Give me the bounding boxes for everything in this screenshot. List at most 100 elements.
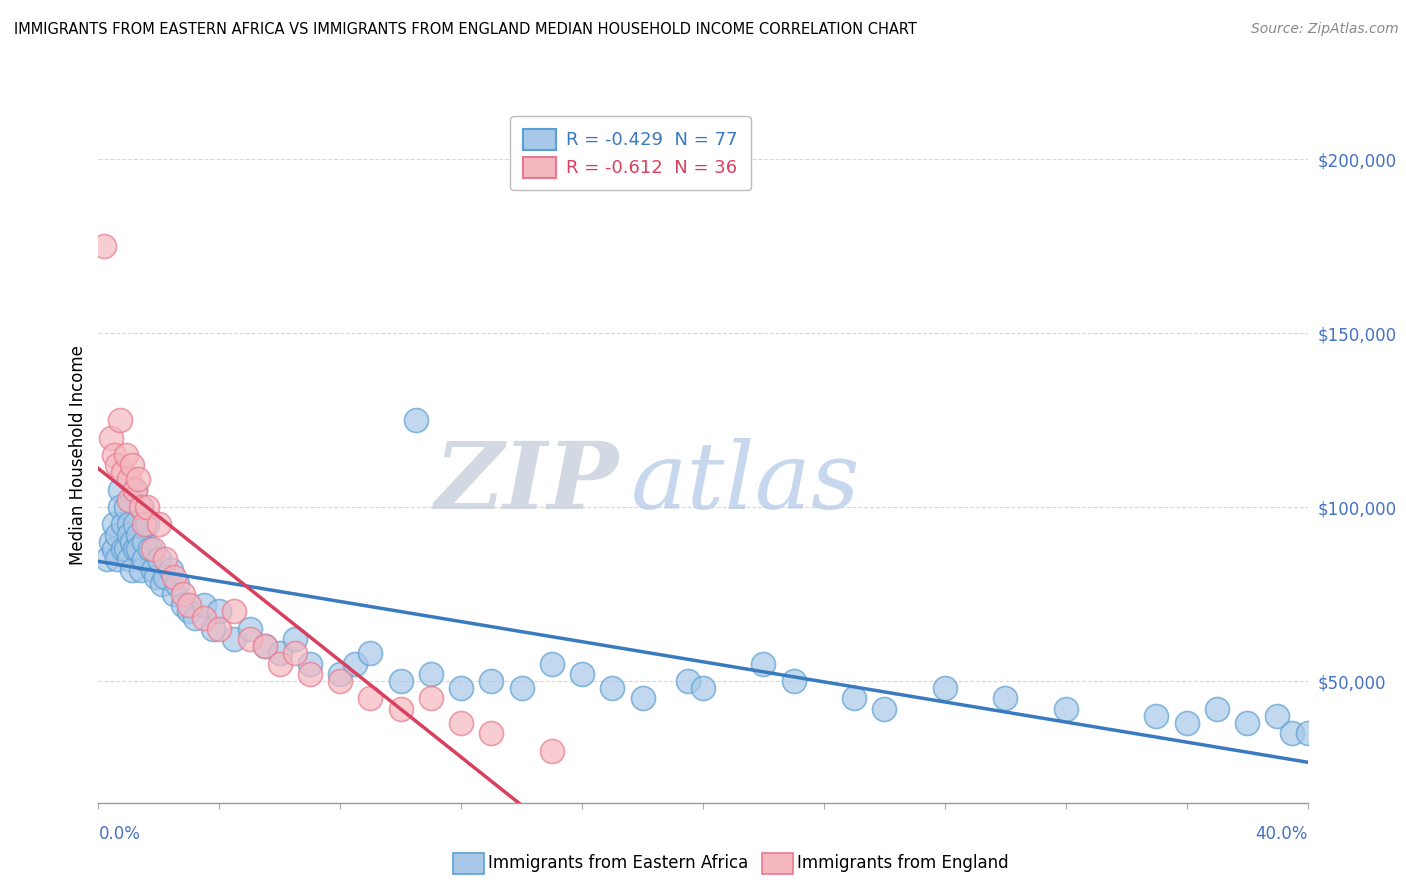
Point xyxy=(127,528,149,542)
Point xyxy=(844,691,866,706)
Point xyxy=(114,500,136,514)
Point xyxy=(139,541,162,556)
Point xyxy=(329,667,352,681)
Point xyxy=(114,541,136,556)
Point xyxy=(224,632,246,647)
Point xyxy=(127,472,149,486)
Point xyxy=(127,541,149,556)
Point xyxy=(172,598,194,612)
Point xyxy=(1175,715,1198,730)
Point xyxy=(100,431,122,445)
Point xyxy=(450,681,472,695)
Point xyxy=(1281,726,1303,740)
Point xyxy=(1144,708,1167,723)
Point xyxy=(253,639,276,653)
Point xyxy=(124,541,146,556)
Point xyxy=(160,563,183,577)
Point xyxy=(111,517,134,532)
Point xyxy=(752,657,775,671)
Point xyxy=(676,674,699,689)
Point xyxy=(121,458,143,473)
Point xyxy=(1296,726,1319,740)
Text: atlas: atlas xyxy=(630,438,860,528)
Point xyxy=(111,541,134,556)
Point xyxy=(540,744,562,758)
Point xyxy=(142,541,165,556)
Point xyxy=(208,605,231,619)
Point xyxy=(124,483,146,497)
Point xyxy=(1236,715,1258,730)
Point xyxy=(121,534,143,549)
Point xyxy=(124,517,146,532)
Point xyxy=(148,517,170,532)
Point xyxy=(1054,702,1077,716)
Point xyxy=(389,702,412,716)
Point xyxy=(510,681,533,695)
Point xyxy=(135,517,157,532)
Point xyxy=(934,681,956,695)
Point xyxy=(184,611,207,625)
Point xyxy=(135,500,157,514)
Point xyxy=(103,517,125,532)
Point xyxy=(602,681,624,695)
Point xyxy=(284,646,307,660)
Point xyxy=(284,632,307,647)
Point xyxy=(420,691,443,706)
Point xyxy=(118,528,141,542)
Point xyxy=(208,622,231,636)
Point xyxy=(118,552,141,566)
Point xyxy=(299,657,322,671)
Point xyxy=(142,563,165,577)
Point xyxy=(692,681,714,695)
Point xyxy=(269,657,291,671)
Point xyxy=(118,493,141,508)
Text: 0.0%: 0.0% xyxy=(98,825,141,843)
Point xyxy=(108,500,131,514)
Point xyxy=(193,598,215,612)
Point xyxy=(124,483,146,497)
Point xyxy=(132,552,155,566)
Text: IMMIGRANTS FROM EASTERN AFRICA VS IMMIGRANTS FROM ENGLAND MEDIAN HOUSEHOLD INCOM: IMMIGRANTS FROM EASTERN AFRICA VS IMMIGR… xyxy=(14,22,917,37)
Point xyxy=(153,552,176,566)
Point xyxy=(405,413,427,427)
Text: Immigrants from England: Immigrants from England xyxy=(797,855,1010,872)
Point xyxy=(202,622,225,636)
Text: Source: ZipAtlas.com: Source: ZipAtlas.com xyxy=(1251,22,1399,37)
Point xyxy=(118,472,141,486)
Point xyxy=(145,570,167,584)
Point xyxy=(150,576,173,591)
Point xyxy=(571,667,593,681)
Text: ZIP: ZIP xyxy=(434,438,619,528)
Point xyxy=(153,570,176,584)
Point xyxy=(114,448,136,462)
Point xyxy=(481,726,503,740)
Point xyxy=(108,483,131,497)
Point xyxy=(179,598,201,612)
Point xyxy=(540,657,562,671)
Point xyxy=(103,541,125,556)
Point xyxy=(93,239,115,253)
Point xyxy=(389,674,412,689)
Point xyxy=(360,691,382,706)
Point xyxy=(148,552,170,566)
Point xyxy=(129,563,152,577)
Point xyxy=(132,517,155,532)
Point xyxy=(481,674,503,689)
Point xyxy=(269,646,291,660)
Point xyxy=(253,639,276,653)
Point xyxy=(129,500,152,514)
Point xyxy=(129,500,152,514)
Point xyxy=(105,458,128,473)
Point xyxy=(118,517,141,532)
Point xyxy=(1206,702,1229,716)
Point xyxy=(163,570,186,584)
Point xyxy=(239,632,262,647)
Point xyxy=(782,674,804,689)
Point xyxy=(172,587,194,601)
Point xyxy=(994,691,1017,706)
Point xyxy=(344,657,367,671)
Point xyxy=(108,413,131,427)
Point xyxy=(105,528,128,542)
Point xyxy=(163,587,186,601)
Point xyxy=(873,702,896,716)
